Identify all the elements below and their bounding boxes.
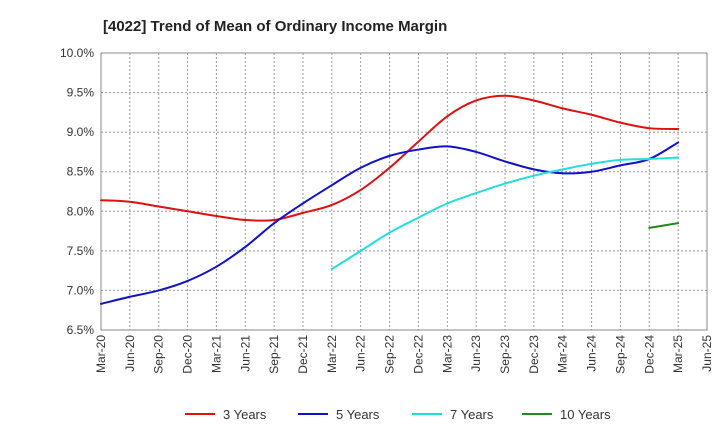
x-tick-label: Mar-22 [325,335,339,373]
x-tick-label: Jun-20 [123,335,137,372]
x-tick-label: Dec-20 [181,335,195,374]
legend-label-10-years: 10 Years [560,407,611,422]
x-tick-label: Mar-23 [440,335,454,373]
x-tick-label: Dec-22 [411,335,425,374]
x-tick-label: Sep-22 [383,335,397,374]
x-tick-label: Dec-23 [527,335,541,374]
legend-label-3-years: 3 Years [223,407,267,422]
plot-area: Mar-20 Jun-20 Sep-20 Dec-20 Mar-21 Jun-21 Sep-… [60,46,714,374]
y-tick-label: 8.0% [67,204,95,218]
series-line-10-years [648,222,680,229]
series-line-7-years [330,156,680,271]
x-tick-label: Mar-25 [671,335,685,373]
y-tick-label: 8.5% [67,165,95,179]
y-tick-label: 10.0% [60,46,94,60]
x-tick-label: Sep-23 [498,335,512,374]
x-tick-label: Jun-23 [469,335,483,372]
x-tick-label: Mar-20 [94,335,108,373]
y-tick-label: 7.0% [67,283,95,297]
x-tick-label: Sep-24 [613,335,627,374]
x-tick-label: Dec-21 [296,335,310,374]
x-tick-label: Mar-21 [209,335,223,373]
y-tick-label: 9.5% [67,86,95,100]
series-line-3-years [100,94,680,222]
y-tick-label: 9.0% [67,125,95,139]
x-tick-label: Jun-22 [354,335,368,372]
y-tick-label: 6.5% [67,323,95,337]
legend-label-7-years: 7 Years [450,407,494,422]
chart-title: [4022] Trend of Mean of Ordinary Income … [103,18,447,35]
x-tick-label: Dec-24 [642,335,656,374]
series-line-5-years [100,141,680,305]
legend-label-5-years: 5 Years [336,407,380,422]
x-tick-label: Sep-21 [267,335,281,374]
x-tick-label: Sep-20 [152,335,166,374]
x-tick-label: Mar-24 [556,335,570,373]
x-tick-label: Jun-24 [585,335,599,372]
legend: 3 Years 5 Years 7 Years 10 Years [185,407,611,422]
x-tick-label: Jun-25 [700,335,714,372]
x-tick-label: Jun-21 [238,335,252,372]
plot-border [100,52,708,331]
y-tick-label: 7.5% [67,244,95,258]
